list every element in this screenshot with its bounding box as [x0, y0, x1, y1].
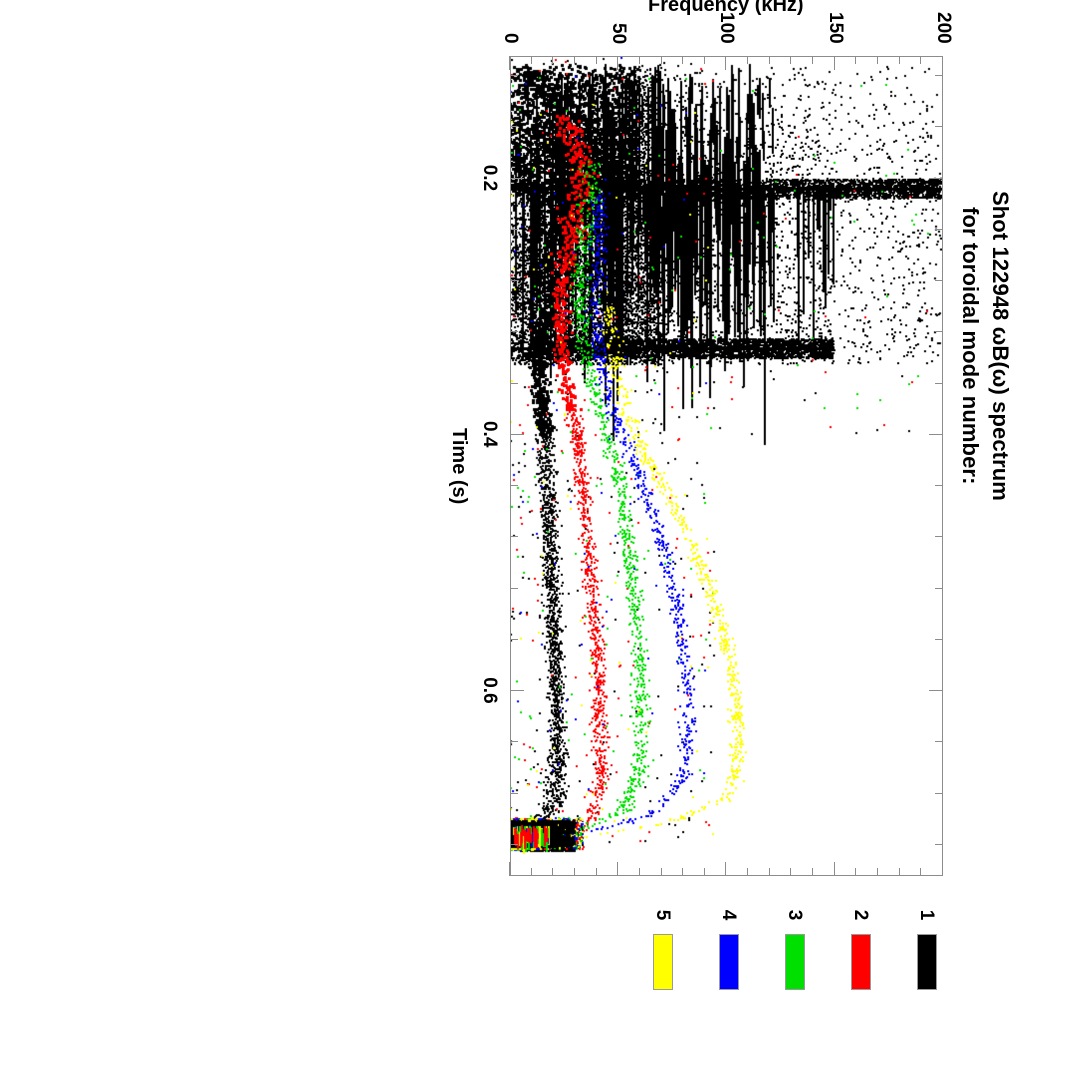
axis-tick: [768, 56, 770, 64]
axis-tick: [638, 868, 640, 876]
axis-tick: [876, 56, 878, 64]
axis-tick: [510, 178, 524, 180]
axis-tick: [919, 868, 921, 876]
axis-tick: [811, 56, 813, 64]
axis-tick: [854, 868, 856, 876]
axis-tick: [510, 588, 518, 590]
axis-tick: [510, 331, 518, 333]
legend-label-5: 5: [652, 909, 673, 921]
axis-tick: [573, 868, 575, 876]
axis-tick: [768, 868, 770, 876]
axis-tick: [935, 280, 943, 282]
axis-tick: [929, 690, 943, 692]
axis-tick: [703, 868, 705, 876]
axis-tick: [573, 56, 575, 64]
axis-tick: [935, 588, 943, 590]
axis-tick: [941, 862, 943, 876]
axis-tick: [510, 639, 518, 641]
legend-swatch-4: [719, 934, 739, 990]
axis-tick: [941, 56, 943, 70]
axis-tick: [510, 229, 518, 231]
axis-tick: [854, 56, 856, 64]
axis-tick: [660, 868, 662, 876]
spectrogram-canvas: [511, 57, 942, 875]
axis-tick: [616, 862, 618, 876]
axis-tick: [595, 56, 597, 64]
legend-swatch-1: [917, 934, 937, 990]
legend-label-1: 1: [916, 909, 937, 921]
axis-tick: [510, 793, 518, 795]
axis-tick: [935, 485, 943, 487]
axis-tick: [510, 536, 518, 538]
plot-area: [510, 56, 943, 876]
x-tick-label: 0.2: [479, 164, 500, 192]
axis-tick: [510, 741, 518, 743]
legend-swatch-2: [851, 934, 871, 990]
axis-tick: [935, 793, 943, 795]
axis-tick: [681, 56, 683, 64]
axis-tick: [935, 331, 943, 333]
x-axis-title: Time (s): [448, 428, 470, 505]
axis-tick: [935, 383, 943, 385]
axis-tick: [616, 56, 618, 70]
y-tick-label: 200: [933, 12, 954, 44]
legend-swatch-5: [653, 934, 673, 990]
legend-label-2: 2: [850, 909, 871, 921]
x-tick-label: 0.4: [479, 420, 500, 448]
axis-tick: [510, 690, 524, 692]
axis-tick: [510, 434, 524, 436]
y-tick-label: 150: [824, 12, 846, 44]
axis-tick: [510, 844, 518, 846]
legend-label-3: 3: [784, 909, 805, 921]
axis-tick: [929, 178, 943, 180]
chart-title-line-1: Shot 122948 ωB(ω) spectrum: [988, 191, 1013, 501]
axis-tick: [833, 56, 835, 70]
axis-tick: [935, 741, 943, 743]
legend-swatch-3: [785, 934, 805, 990]
axis-tick: [681, 868, 683, 876]
axis-tick: [929, 434, 943, 436]
axis-tick: [551, 868, 553, 876]
axis-tick: [746, 56, 748, 64]
axis-tick: [935, 229, 943, 231]
axis-tick: [595, 868, 597, 876]
axis-tick: [510, 126, 518, 128]
axis-tick: [898, 868, 900, 876]
axis-tick: [789, 56, 791, 64]
axis-tick: [724, 56, 726, 70]
axis-tick: [935, 126, 943, 128]
legend-label-4: 4: [718, 909, 739, 921]
axis-tick: [530, 868, 532, 876]
axis-tick: [935, 75, 943, 77]
y-tick-label: 0: [500, 33, 521, 44]
axis-tick: [510, 383, 518, 385]
axis-tick: [510, 75, 518, 77]
axis-tick: [530, 56, 532, 64]
y-axis-title: Frequency (kHz): [648, 0, 805, 16]
axis-tick: [876, 868, 878, 876]
axis-tick: [724, 862, 726, 876]
axis-tick: [746, 868, 748, 876]
axis-tick: [789, 868, 791, 876]
axis-tick: [898, 56, 900, 64]
axis-tick: [510, 280, 518, 282]
axis-tick: [660, 56, 662, 64]
axis-tick: [508, 862, 510, 876]
axis-tick: [833, 862, 835, 876]
axis-tick: [508, 56, 510, 70]
axis-tick: [935, 536, 943, 538]
chart-title-line-2: for toroidal mode number:: [958, 207, 983, 485]
x-tick-label: 0.6: [479, 677, 500, 704]
axis-tick: [510, 485, 518, 487]
axis-tick: [811, 868, 813, 876]
axis-tick: [935, 844, 943, 846]
axis-tick: [703, 56, 705, 64]
axis-tick: [919, 56, 921, 64]
y-tick-label: 50: [608, 23, 630, 45]
axis-tick: [638, 56, 640, 64]
axis-tick: [935, 639, 943, 641]
axis-tick: [551, 56, 553, 64]
